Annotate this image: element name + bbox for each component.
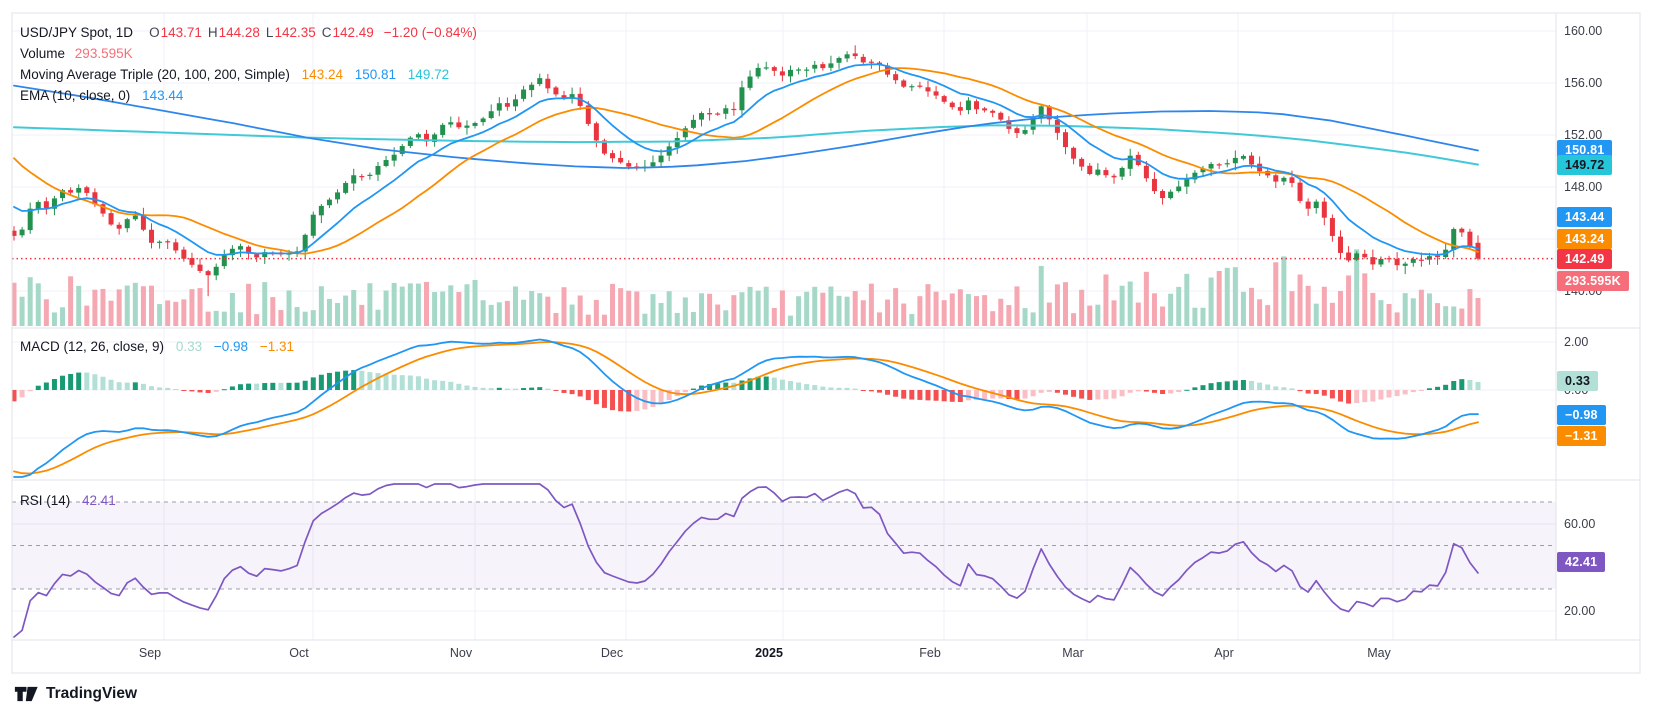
- volume-legend-row: Volume 293.595K: [20, 43, 477, 64]
- candles-layer: [11, 45, 1481, 297]
- volume-label: Volume: [20, 46, 66, 61]
- ema-legend-row: EMA (10, close, 0) 143.44: [20, 85, 477, 106]
- symbol-legend-row: USD/JPY Spot, 1D O143.71 H144.28 L142.35 C14…: [20, 22, 477, 43]
- time-axis-label: Nov: [449, 646, 473, 660]
- close-label: C: [321, 25, 332, 40]
- axis-price-tag: −0.98: [1557, 405, 1606, 425]
- ema-value: 143.44: [142, 88, 184, 103]
- axis-tick-label: 152.00: [1564, 128, 1603, 142]
- rsi-line-layer: [13, 483, 1479, 638]
- time-axis-label: Feb: [919, 646, 941, 660]
- change-value: −1.20 (−0.84%): [383, 25, 477, 40]
- ma200-value: 149.72: [407, 67, 450, 82]
- macd-label: MACD (12, 26, close, 9): [20, 339, 165, 354]
- ema-label: EMA (10, close, 0): [20, 88, 131, 103]
- axis-price-tag: 42.41: [1557, 552, 1606, 572]
- time-axis-label: Apr: [1214, 646, 1234, 660]
- rsi-legend[interactable]: RSI (14) 42.41: [20, 490, 116, 511]
- moving-averages-layer: [13, 63, 1479, 256]
- axis-price-tag: 143.24: [1557, 229, 1613, 249]
- tradingview-logo-text: TradingView: [46, 685, 138, 702]
- time-axis-label: Oct: [289, 646, 309, 660]
- axis-price-tag: 142.49: [1557, 249, 1613, 269]
- axis-tick-label: 156.00: [1564, 76, 1603, 90]
- axis-price-tag: −1.31: [1557, 426, 1606, 446]
- time-axis-label: Mar: [1062, 646, 1084, 660]
- volume-layer: [11, 249, 1481, 326]
- axis-tick-label: 20.00: [1564, 604, 1596, 618]
- macd-hist-value: 0.33: [175, 339, 203, 354]
- macd-layer: [11, 338, 1481, 478]
- time-axis-label: Sep: [138, 646, 162, 660]
- axis-price-tag: 143.44: [1557, 207, 1613, 227]
- axis-tick-label: 160.00: [1564, 24, 1603, 38]
- close-value: 142.49: [332, 25, 374, 40]
- macd-line-value: −0.98: [213, 339, 249, 354]
- main-chart-legend[interactable]: USD/JPY Spot, 1D O143.71 H144.28 L142.35 C14…: [20, 22, 477, 106]
- ma20-value: 143.24: [301, 67, 343, 82]
- symbol-title: USD/JPY Spot, 1D: [20, 25, 134, 40]
- tradingview-logo[interactable]: TradingView: [14, 684, 137, 704]
- axis-tick-label: 148.00: [1564, 180, 1603, 194]
- tradingview-logo-icon: [14, 686, 38, 702]
- axis-tick-label: 2.00: [1564, 335, 1589, 349]
- rsi-band-layer: [12, 501, 1556, 590]
- axis-price-tag: 149.72: [1557, 155, 1613, 175]
- high-label: H: [207, 25, 218, 40]
- rsi-value: 42.41: [82, 493, 116, 508]
- time-axis-label: May: [1367, 646, 1391, 660]
- axis-tick-label: 60.00: [1564, 517, 1596, 531]
- volume-value: 293.595K: [74, 46, 133, 61]
- macd-signal-value: −1.31: [259, 339, 294, 354]
- ma-triple-label: Moving Average Triple (20, 100, 200, Sim…: [20, 67, 290, 82]
- ma100-value: 150.81: [354, 67, 397, 82]
- open-label: O: [149, 25, 160, 40]
- open-value: 143.71: [160, 25, 202, 40]
- ma-triple-legend-row: Moving Average Triple (20, 100, 200, Sim…: [20, 64, 477, 85]
- macd-legend[interactable]: MACD (12, 26, close, 9) 0.33 −0.98 −1.31: [20, 336, 294, 357]
- panel-borders-layer: [11, 12, 1641, 674]
- low-value: 142.35: [274, 25, 316, 40]
- time-axis-label: 2025: [755, 646, 783, 660]
- rsi-label: RSI (14): [20, 493, 71, 508]
- time-axis-label: Dec: [600, 646, 624, 660]
- axis-price-tag: 293.595K: [1557, 271, 1629, 291]
- high-value: 144.28: [218, 25, 260, 40]
- axis-price-tag: 0.33: [1557, 371, 1599, 391]
- low-label: L: [265, 25, 274, 40]
